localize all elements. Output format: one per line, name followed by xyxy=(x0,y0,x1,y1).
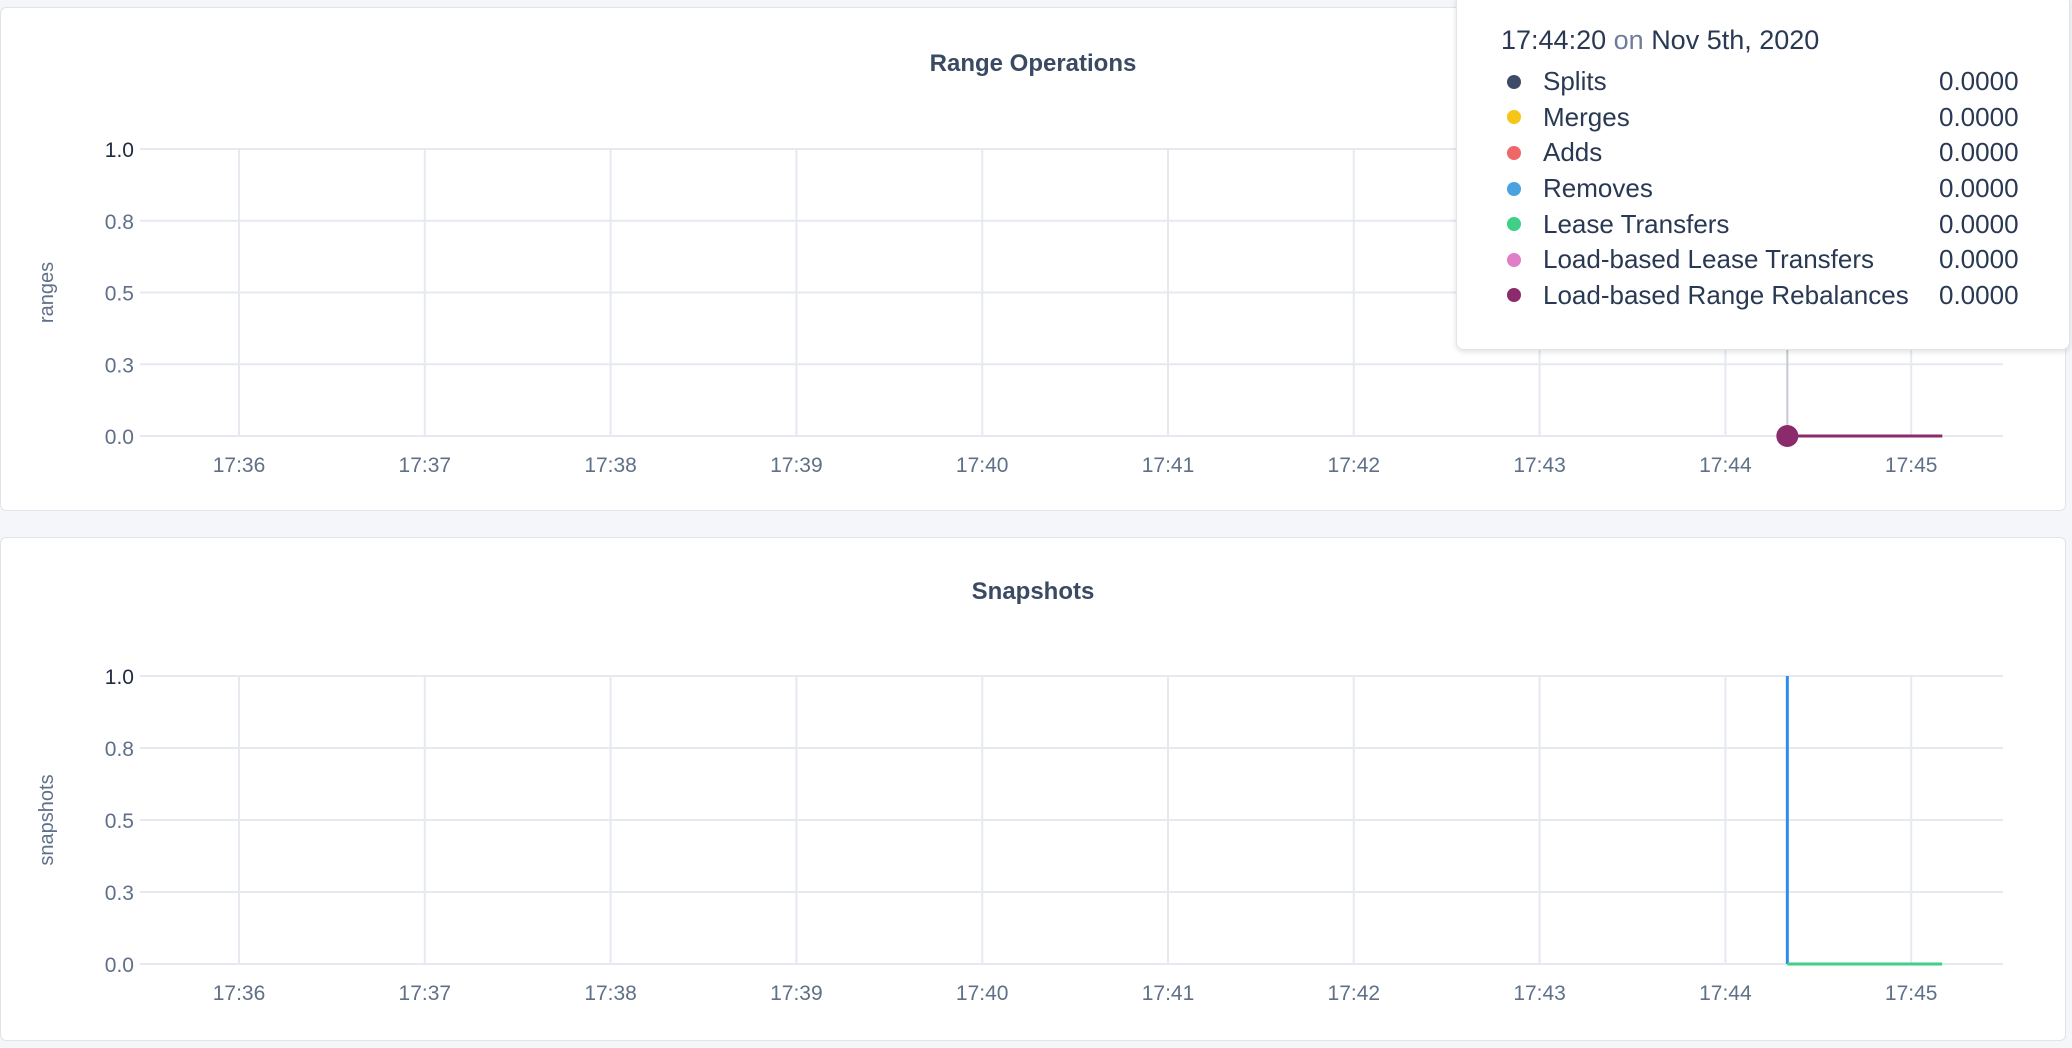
legend-dot-icon xyxy=(1507,110,1521,125)
chart-title: Snapshots xyxy=(971,578,1095,605)
tooltip-header: 17:44:20 on Nov 5th, 2020 xyxy=(1501,25,2069,56)
series-name: Adds xyxy=(1543,137,1603,168)
x-tick-label: 17:37 xyxy=(399,454,452,477)
x-tick-label: 17:41 xyxy=(1142,454,1195,477)
tooltip-row: Merges 0.0000 xyxy=(1501,100,2069,136)
x-tick-label: 17:37 xyxy=(399,982,452,1005)
legend-dot-icon xyxy=(1507,74,1521,89)
series-name: Removes xyxy=(1543,173,1653,204)
series-value: 0.0000 xyxy=(1939,208,2019,239)
series-name: Splits xyxy=(1543,66,1607,97)
y-tick-label: 0.5 xyxy=(105,283,134,306)
x-tick-label: 17:45 xyxy=(1885,454,1938,477)
snapshots-chart[interactable]: 17:36 17:37 17:38 17:39 17:40 17:41 17:42 17:43… xyxy=(1,538,2067,1042)
snapshots-card: Snapshots 17:36 17:37 17:38 17:39 17:40 17:41… xyxy=(0,537,2066,1041)
series-value: 0.0000 xyxy=(1939,173,2019,204)
x-tick-label: 17:40 xyxy=(956,454,1009,477)
tooltip-row: Load-based Range Rebalances 0.0000 xyxy=(1501,278,2069,314)
series-name: Lease Transfers xyxy=(1543,208,1730,239)
legend-dot-icon xyxy=(1507,145,1521,160)
tooltip-row: Lease Transfers 0.0000 xyxy=(1501,206,2069,242)
x-tick-label: 17:44 xyxy=(1699,982,1752,1005)
tooltip-row: Adds 0.0000 xyxy=(1501,135,2069,171)
hover-point xyxy=(1776,425,1799,447)
x-tick-label: 17:42 xyxy=(1328,454,1381,477)
x-tick-label: 17:38 xyxy=(584,454,637,477)
x-tick-label: 17:44 xyxy=(1699,454,1752,477)
y-tick-label: 0.8 xyxy=(105,738,134,761)
series-name: Load-based Range Rebalances xyxy=(1543,279,1909,310)
y-tick-label: 1.0 xyxy=(105,139,134,162)
tooltip-on: on xyxy=(1613,25,1644,55)
x-tick-label: 17:36 xyxy=(213,454,266,477)
x-tick-label: 17:41 xyxy=(1142,982,1195,1005)
range-operations-chart[interactable]: 17:36 17:37 17:38 17:39 17:40 17:41 17:42 17:43… xyxy=(1,8,2067,512)
y-axis-label: snapshots xyxy=(36,774,58,865)
chart-title: Range Operations xyxy=(929,50,1137,77)
y-tick-label: 0.0 xyxy=(105,426,134,449)
series-value: 0.0000 xyxy=(1939,137,2019,168)
tooltip-row: Splits 0.0000 xyxy=(1501,64,2069,100)
legend-dot-icon xyxy=(1507,217,1521,232)
legend-dot-icon xyxy=(1507,288,1521,303)
x-tick-label: 17:38 xyxy=(584,982,637,1005)
x-tick-label: 17:45 xyxy=(1885,982,1938,1005)
legend-dot-icon xyxy=(1507,181,1521,196)
y-tick-label: 0.3 xyxy=(105,354,134,377)
tooltip-row: Removes 0.0000 xyxy=(1501,171,2069,207)
series-name: Load-based Lease Transfers xyxy=(1543,244,1874,275)
series-value: 0.0000 xyxy=(1939,66,2019,97)
y-axis-label: ranges xyxy=(36,262,58,323)
x-tick-label: 17:43 xyxy=(1513,982,1566,1005)
y-tick-label: 0.3 xyxy=(105,882,134,905)
series-value: 0.0000 xyxy=(1939,279,2019,310)
hover-tooltip: 17:44:20 on Nov 5th, 2020 Splits 0.0000 Me… xyxy=(1456,0,2070,350)
series-value: 0.0000 xyxy=(1939,101,2019,132)
x-tick-label: 17:43 xyxy=(1513,454,1566,477)
legend-dot-icon xyxy=(1507,252,1521,267)
y-tick-label: 1.0 xyxy=(105,666,134,689)
x-tick-label: 17:40 xyxy=(956,982,1009,1005)
series-value: 0.0000 xyxy=(1939,244,2019,275)
tooltip-time: 17:44:20 xyxy=(1501,25,1607,55)
y-tick-label: 0.5 xyxy=(105,810,134,833)
tooltip-date: Nov 5th, 2020 xyxy=(1651,25,1820,55)
x-tick-label: 17:39 xyxy=(770,982,823,1005)
x-tick-label: 17:42 xyxy=(1328,982,1381,1005)
x-tick-label: 17:36 xyxy=(213,982,266,1005)
series-name: Merges xyxy=(1543,101,1630,132)
tooltip-row: Load-based Lease Transfers 0.0000 xyxy=(1501,242,2069,278)
x-tick-label: 17:39 xyxy=(770,454,823,477)
y-tick-label: 0.0 xyxy=(105,954,134,977)
y-tick-label: 0.8 xyxy=(105,211,134,234)
